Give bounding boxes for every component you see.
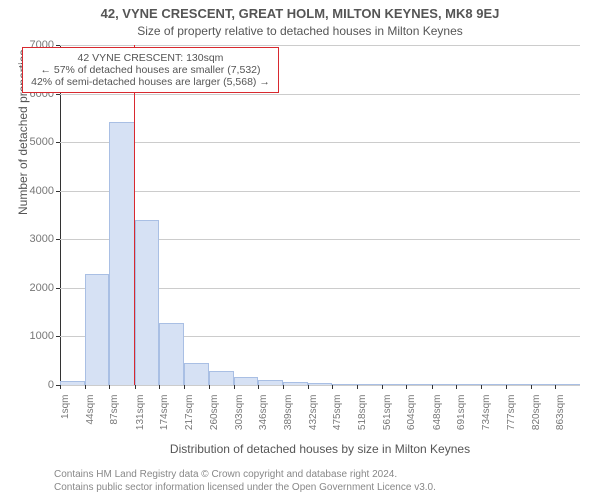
y-gridline: [60, 142, 580, 143]
x-tick-mark: [234, 385, 235, 389]
x-tick-label: 346sqm: [258, 395, 269, 431]
x-tick-label: 174sqm: [159, 395, 170, 431]
x-tick-label: 389sqm: [283, 395, 294, 431]
chart-title-sub: Size of property relative to detached ho…: [0, 24, 600, 38]
x-tick-label: 734sqm: [481, 395, 492, 431]
histogram-bar: [258, 380, 283, 385]
y-gridline: [60, 45, 580, 46]
x-tick-label: 87sqm: [109, 395, 120, 425]
x-tick-mark: [506, 385, 507, 389]
x-tick-mark: [135, 385, 136, 389]
histogram-bar: [357, 384, 382, 385]
x-tick-mark: [308, 385, 309, 389]
histogram-bar: [184, 363, 209, 385]
x-tick-mark: [406, 385, 407, 389]
histogram-bar: [308, 383, 333, 385]
histogram-bar: [85, 274, 110, 385]
y-gridline: [60, 385, 580, 386]
annotation-line: 42% of semi-detached houses are larger (…: [31, 76, 270, 88]
annotation-line: 42 VYNE CRESCENT: 130sqm: [31, 52, 270, 64]
y-tick-mark: [56, 191, 60, 192]
x-tick-label: 44sqm: [85, 395, 96, 425]
x-tick-mark: [159, 385, 160, 389]
footer-line-1: Contains HM Land Registry data © Crown c…: [54, 468, 436, 481]
x-tick-label: 691sqm: [456, 395, 467, 431]
x-tick-mark: [60, 385, 61, 389]
y-gridline: [60, 191, 580, 192]
histogram-bar: [60, 381, 85, 385]
chart-container: 42, VYNE CRESCENT, GREAT HOLM, MILTON KE…: [0, 0, 600, 500]
histogram-bar: [506, 384, 531, 385]
x-tick-label: 432sqm: [308, 395, 319, 431]
histogram-bar: [555, 384, 580, 385]
x-tick-label: 561sqm: [382, 395, 393, 431]
histogram-bar: [382, 384, 407, 385]
x-tick-label: 303sqm: [234, 395, 245, 431]
x-tick-mark: [258, 385, 259, 389]
histogram-bar: [109, 122, 134, 385]
x-tick-mark: [209, 385, 210, 389]
y-tick-mark: [56, 94, 60, 95]
y-tick-mark: [56, 45, 60, 46]
y-tick-mark: [56, 142, 60, 143]
chart-footer: Contains HM Land Registry data © Crown c…: [54, 468, 436, 494]
x-tick-mark: [283, 385, 284, 389]
x-tick-label: 260sqm: [209, 395, 220, 431]
x-tick-label: 217sqm: [184, 395, 195, 431]
histogram-bar: [432, 384, 457, 385]
y-tick-mark: [56, 336, 60, 337]
y-gridline: [60, 94, 580, 95]
histogram-bar: [481, 384, 506, 385]
x-tick-mark: [382, 385, 383, 389]
y-tick-mark: [56, 288, 60, 289]
x-tick-mark: [357, 385, 358, 389]
annotation-box: 42 VYNE CRESCENT: 130sqm← 57% of detache…: [22, 47, 279, 93]
x-tick-mark: [456, 385, 457, 389]
plot-area: 010002000300040005000600070001sqm44sqm87…: [60, 45, 580, 385]
histogram-bar: [406, 384, 431, 385]
histogram-bar: [283, 382, 308, 385]
histogram-bar: [332, 384, 357, 385]
histogram-bar: [159, 323, 184, 385]
x-tick-label: 518sqm: [357, 395, 368, 431]
histogram-bar: [531, 384, 556, 385]
x-tick-mark: [109, 385, 110, 389]
footer-line-2: Contains public sector information licen…: [54, 481, 436, 494]
x-tick-mark: [531, 385, 532, 389]
histogram-bar: [135, 220, 160, 385]
x-tick-mark: [432, 385, 433, 389]
histogram-bar: [209, 371, 234, 385]
x-tick-mark: [555, 385, 556, 389]
x-tick-label: 131sqm: [135, 395, 146, 431]
x-tick-label: 1sqm: [60, 395, 71, 419]
x-tick-mark: [332, 385, 333, 389]
chart-title-main: 42, VYNE CRESCENT, GREAT HOLM, MILTON KE…: [0, 6, 600, 21]
x-axis-label: Distribution of detached houses by size …: [60, 442, 580, 456]
x-tick-label: 475sqm: [332, 395, 343, 431]
x-tick-mark: [184, 385, 185, 389]
reference-line: [134, 45, 135, 385]
y-axis-line: [60, 45, 61, 385]
histogram-bar: [234, 377, 259, 385]
y-tick-mark: [56, 239, 60, 240]
x-tick-label: 777sqm: [506, 395, 517, 431]
x-tick-mark: [85, 385, 86, 389]
histogram-bar: [456, 384, 481, 385]
x-tick-mark: [481, 385, 482, 389]
x-tick-label: 604sqm: [406, 395, 417, 431]
x-tick-label: 648sqm: [432, 395, 443, 431]
x-tick-label: 863sqm: [555, 395, 566, 431]
annotation-line: ← 57% of detached houses are smaller (7,…: [31, 64, 270, 76]
x-tick-label: 820sqm: [531, 395, 542, 431]
